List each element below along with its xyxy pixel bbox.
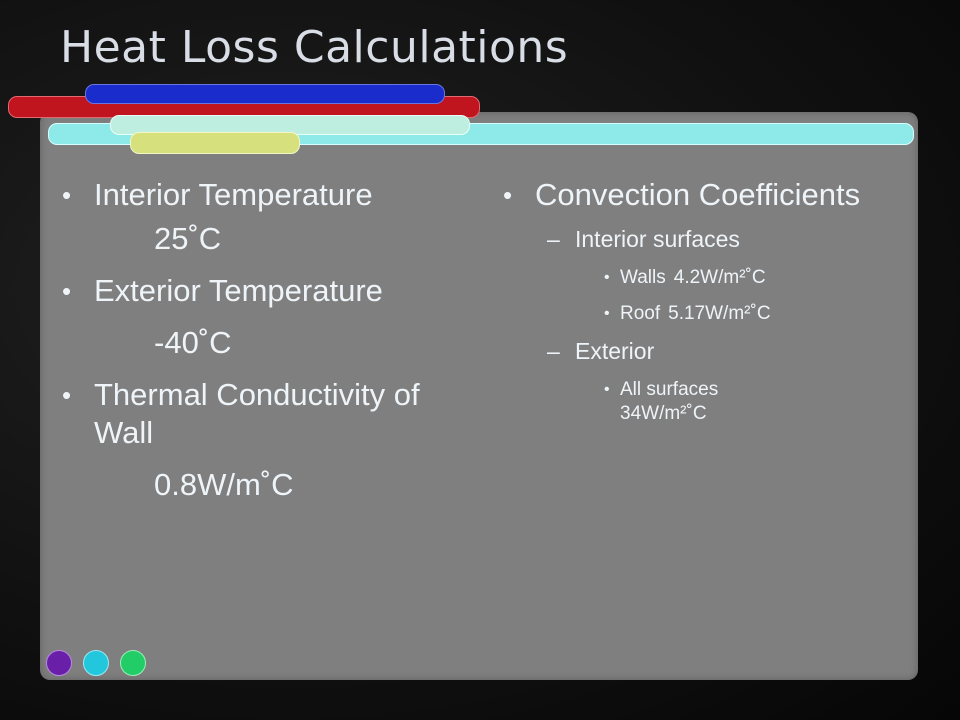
decorative-bar-yellow [130, 132, 300, 154]
value-interior-temperature: 25˚C [154, 221, 222, 256]
item-roof-name: Roof [620, 303, 661, 324]
bullet-convection-coefficients: Convection Coefficients [503, 176, 903, 214]
bullet-exterior-temperature: Exterior Temperature [62, 272, 472, 310]
bullet-interior-temperature: Interior Temperature [62, 176, 472, 214]
item-walls: Walls 4.2W/m²˚C [503, 266, 903, 290]
slide-title: Heat Loss Calculations [60, 22, 569, 73]
sub-bullet-interior-surfaces: Interior surfaces [503, 224, 903, 254]
item-roof-value: 5.17W/m²˚C [668, 303, 771, 324]
value-thermal-conductivity: 0.8W/m˚C [154, 467, 294, 502]
cyan-dot-icon [83, 650, 109, 676]
right-column: Convection Coefficients Interior surface… [503, 176, 903, 426]
left-column: Interior Temperature 25˚C Exterior Tempe… [62, 176, 472, 518]
green-dot-icon [120, 650, 146, 676]
item-walls-name: Walls [620, 267, 666, 288]
item-walls-value: 4.2W/m²˚C [673, 267, 766, 288]
item-roof: Roof 5.17W/m²˚C [503, 302, 903, 326]
sub-bullet-exterior: Exterior [503, 336, 903, 366]
value-exterior-temperature: -40˚C [154, 325, 232, 360]
purple-dot-icon [46, 650, 72, 676]
item-all-surfaces: All surfaces 34W/m²˚C [503, 378, 780, 426]
bullet-thermal-conductivity: Thermal Conductivity of Wall [62, 376, 472, 452]
decorative-bar-blue [85, 84, 445, 104]
